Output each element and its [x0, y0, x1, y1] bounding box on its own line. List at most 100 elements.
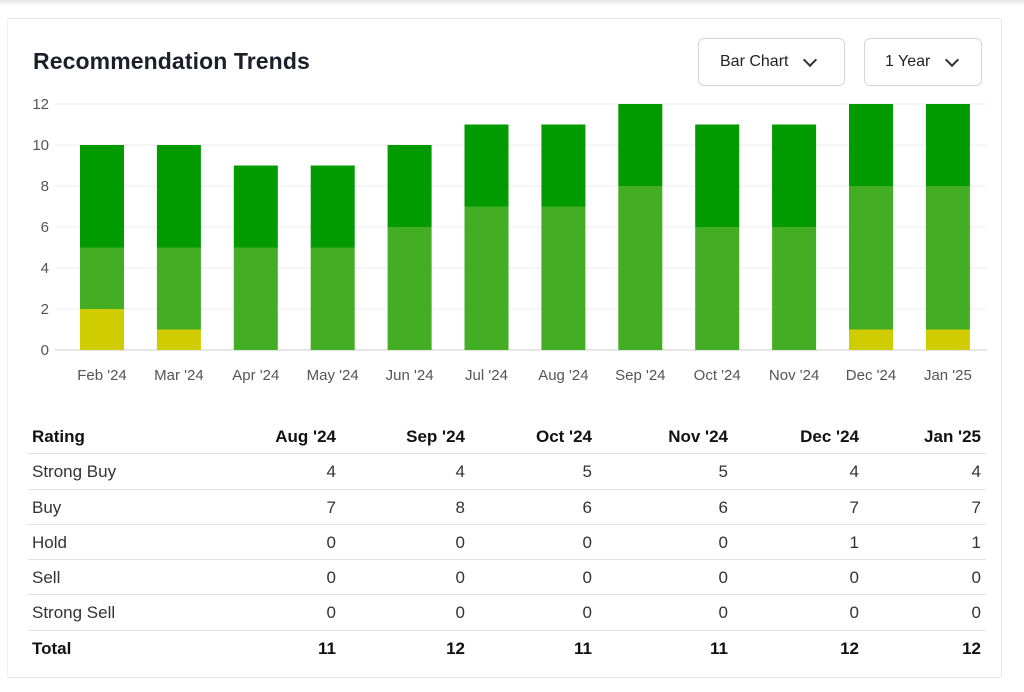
bar-buy	[925, 186, 970, 330]
bar-strong-buy	[233, 165, 278, 248]
table-cell: 11	[710, 638, 728, 658]
bar-strong-buy	[925, 104, 970, 186]
table-cell: Dec '24	[800, 427, 859, 446]
table-cell: 6	[718, 497, 728, 517]
table-cell: 4	[971, 462, 981, 482]
bar-buy	[541, 206, 586, 350]
x-tick-label: Apr '24	[232, 367, 279, 384]
y-tick-label: 4	[41, 260, 49, 277]
bar-strong-buy	[541, 124, 586, 207]
table-row: Strong Sell 0 0 0 0 0 0	[28, 595, 986, 631]
bar-buy	[618, 186, 663, 350]
table-cell: 7	[971, 497, 981, 517]
table-cell: 0	[582, 532, 592, 552]
bar-buy	[156, 247, 201, 330]
y-tick-label: 0	[41, 342, 49, 359]
table-cell: 4	[849, 462, 859, 482]
table-cell: Oct '24	[535, 427, 592, 446]
table-cell: Aug '24	[275, 427, 336, 446]
period-dropdown[interactable]: 1 Year	[864, 38, 982, 86]
table-cell: 12	[962, 638, 981, 658]
y-tick-label: 8	[41, 178, 49, 195]
recommendation-table: Rating Aug '24 Sep '24 Oct '24 Nov '24 Dec '2…	[28, 419, 986, 666]
bar-strong-buy	[80, 145, 124, 248]
period-label: 1 Year	[885, 53, 931, 70]
bar-strong-buy	[618, 104, 663, 186]
table-cell: 0	[455, 603, 465, 623]
table-cell: 0	[849, 568, 859, 588]
chevron-down-icon	[945, 52, 960, 67]
x-tick-label: Feb '24	[77, 367, 127, 384]
x-tick-label: Oct '24	[694, 367, 741, 384]
chevron-down-icon	[803, 52, 818, 67]
table-cell: 12	[840, 638, 859, 658]
bar-buy	[387, 227, 432, 350]
bar-strong-buy	[156, 145, 201, 248]
x-tick-label: Mar '24	[154, 367, 204, 384]
table-row: Hold 0 0 0 0 1 1	[28, 525, 986, 561]
bar-buy	[80, 247, 124, 309]
table-cell: Nov '24	[668, 427, 728, 446]
bar-hold	[80, 309, 124, 350]
x-tick-label: Jul '24	[465, 367, 508, 384]
table-cell: 1	[971, 532, 981, 552]
bar-buy	[849, 186, 893, 330]
y-tick-label: 10	[32, 137, 49, 154]
x-tick-label: Dec '24	[846, 367, 896, 384]
table-cell: 5	[582, 462, 592, 482]
bar-buy	[695, 227, 740, 350]
table-cell: 7	[326, 497, 336, 517]
bar-buy	[233, 247, 278, 350]
chart-type-dropdown[interactable]: Bar Chart	[698, 38, 845, 86]
table-cell: 0	[455, 568, 465, 588]
bar-strong-buy	[387, 145, 432, 227]
table-cell: 0	[582, 603, 592, 623]
table-cell: 0	[326, 568, 336, 588]
bar-strong-buy	[695, 124, 740, 227]
table-row: Strong Buy 4 4 5 5 4 4	[28, 454, 986, 490]
table-cell: 0	[718, 603, 728, 623]
bar-strong-buy	[849, 104, 893, 186]
row-label: Rating	[32, 427, 85, 446]
table-cell: 12	[446, 638, 465, 658]
bar-hold	[156, 329, 201, 350]
bar-strong-buy	[310, 165, 355, 248]
table-cell: 0	[971, 568, 981, 588]
table-cell: 7	[849, 497, 859, 517]
bar-buy	[772, 227, 817, 350]
table-cell: 0	[326, 532, 336, 552]
table-total-row: Total 11 12 11 11 12 12	[28, 631, 986, 666]
recommendation-bar-chart: 0 2 4 6 8 10 12 Feb '24 Mar '24 Apr '24 May '24 Jun…	[32, 96, 987, 384]
y-tick-label: 12	[32, 96, 49, 113]
row-label: Strong Buy	[32, 462, 117, 482]
x-tick-label: Jun '24	[386, 367, 434, 384]
chart-type-label: Bar Chart	[720, 53, 789, 70]
table-row: Sell 0 0 0 0 0 0	[28, 560, 986, 596]
card-title: Recommendation Trends	[33, 48, 310, 74]
table-cell: 0	[718, 532, 728, 552]
table-cell: 0	[326, 603, 336, 623]
recommendation-card	[7, 18, 1002, 678]
bar-hold	[849, 329, 893, 350]
row-label: Strong Sell	[32, 603, 116, 623]
table-cell: 0	[971, 603, 981, 623]
table-cell: 0	[582, 568, 592, 588]
x-tick-label: Nov '24	[769, 367, 819, 384]
row-label: Sell	[32, 568, 61, 588]
table-cell: 5	[718, 462, 728, 482]
table-cell: 11	[574, 638, 592, 658]
table-cell: 0	[718, 568, 728, 588]
table-cell: 8	[455, 497, 465, 517]
table-cell: 4	[455, 462, 465, 482]
table-cell: 1	[849, 532, 859, 552]
bar-strong-buy	[772, 124, 817, 227]
x-tick-label: Jan '25	[924, 367, 972, 384]
row-label: Buy	[32, 497, 62, 517]
x-tick-label: Sep '24	[615, 367, 665, 384]
x-tick-label: Aug '24	[538, 367, 588, 384]
table-cell: Sep '24	[406, 427, 465, 446]
row-label: Total	[32, 638, 72, 658]
bar-buy	[310, 247, 355, 350]
y-tick-label: 6	[41, 219, 49, 236]
top-shadow	[0, 0, 1024, 6]
